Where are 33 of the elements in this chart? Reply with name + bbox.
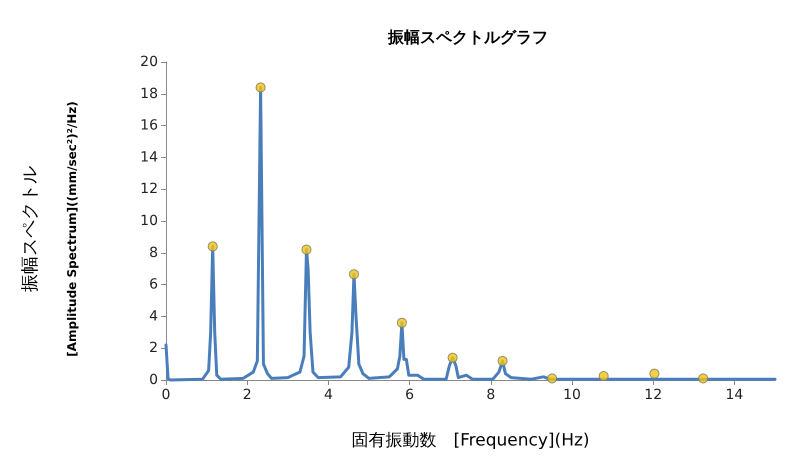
- y-tick-label: 0: [149, 372, 158, 388]
- y-tick-label: 4: [149, 308, 158, 324]
- point: [208, 241, 218, 252]
- x-tick-label: 4: [324, 387, 333, 403]
- x-tick-label: 12: [644, 387, 662, 403]
- point: [256, 82, 266, 92]
- point: [598, 371, 609, 382]
- x-tick-label: 0: [162, 387, 170, 403]
- text: 振幅スペクトル [Amplitude Spectrum]((mm/sec²)²/Hz): [20, 101, 79, 357]
- y-tick-label: 18: [140, 86, 158, 102]
- x-tick-label: 14: [725, 387, 744, 403]
- point: [396, 318, 407, 328]
- y-tick-label: 10: [140, 213, 158, 229]
- point: [498, 356, 508, 366]
- y-tick-label: 6: [149, 276, 158, 293]
- x-tick-label: 2: [242, 387, 252, 403]
- y-tick-label: 8: [149, 244, 158, 261]
- point: [547, 373, 558, 384]
- x-tick-label: 8: [486, 387, 496, 403]
- point: [448, 352, 458, 363]
- x-axis-title: 固有振動数 [Frequency](Hz): [351, 430, 590, 450]
- y-tick-label: 14: [140, 149, 158, 166]
- point: [698, 373, 708, 384]
- y-tick-label: 2: [149, 340, 158, 356]
- x-tick-label: 6: [405, 387, 414, 403]
- point: [301, 244, 312, 255]
- y-tick-label: 12: [140, 181, 158, 198]
- x-tick-label: 10: [563, 387, 581, 403]
- y-tick-label: 16: [140, 118, 158, 134]
- y-tick-label: 20: [140, 54, 158, 70]
- point: [348, 269, 359, 280]
- chart-title: 振幅スペクトルグラフ: [387, 28, 548, 46]
- point: [649, 368, 660, 379]
